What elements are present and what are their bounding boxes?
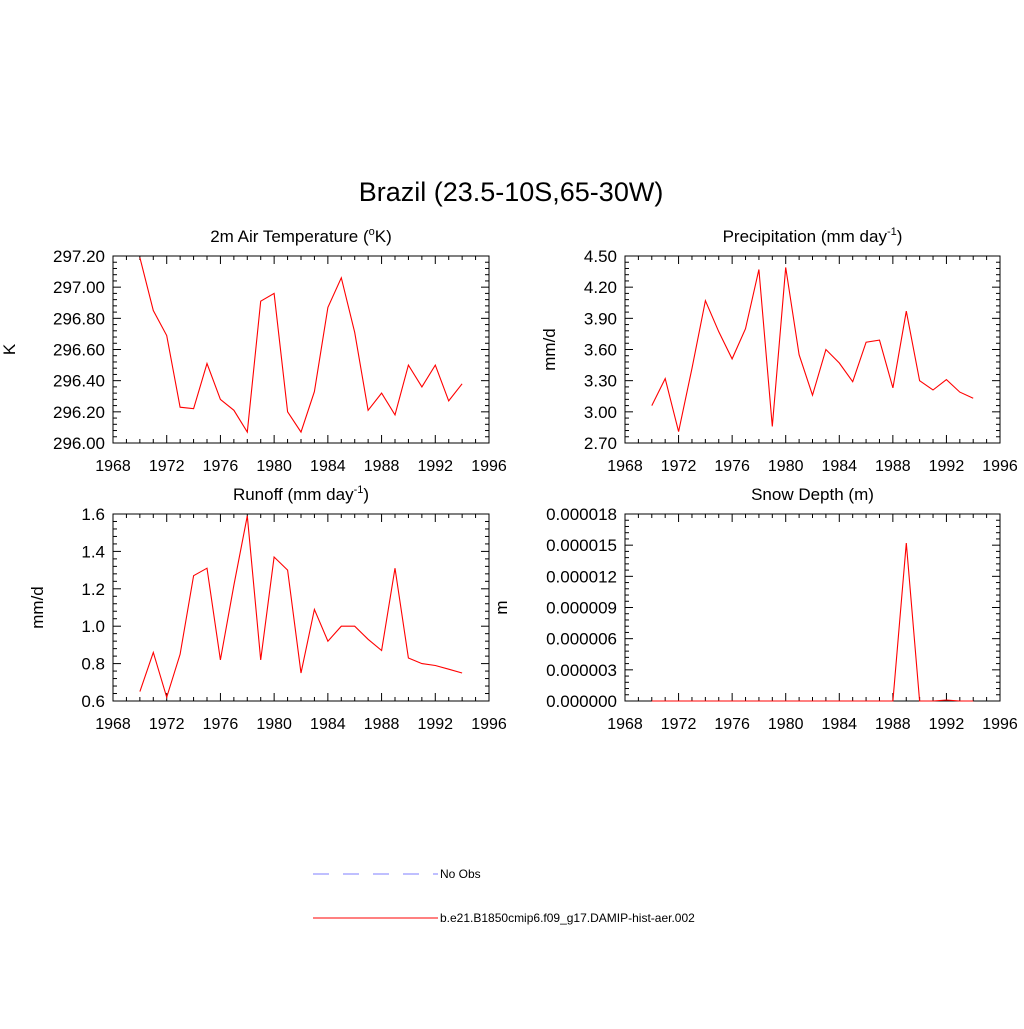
y-tick-label-4-50: 4.50 [584, 247, 617, 266]
x-tick-label-1976: 1976 [203, 458, 239, 475]
x-tick-label-1976: 1976 [714, 458, 750, 475]
y-tick-label-0-000018: 0.000018 [546, 505, 617, 524]
legend: No Obs b.e21.B1850cmip6.f09_g17.DAMIP-hi… [313, 867, 695, 925]
y-tick-label-296-20: 296.20 [53, 403, 105, 422]
y-tick-label-0-000006: 0.000006 [546, 630, 617, 649]
y-tick-label-1-2: 1.2 [81, 580, 105, 599]
x-tick-label-1984: 1984 [310, 458, 346, 475]
series-line-model [651, 267, 974, 432]
panel-4: Snow Depth (m) 1968 1972 1976 1980 1984 1988 19… [492, 485, 1018, 733]
x-tick-label-1980: 1980 [768, 716, 804, 733]
series-line-model [651, 543, 974, 702]
y-tick-label-0-000000: 0.000000 [546, 692, 617, 711]
x-tick-label-1996: 1996 [982, 716, 1018, 733]
x-tick-label-1984: 1984 [310, 716, 346, 733]
x-tick-label-1988: 1988 [364, 716, 400, 733]
x-tick-label-1984: 1984 [821, 458, 857, 475]
x-tick-label-1968: 1968 [607, 716, 643, 733]
x-tick-label-1996: 1996 [471, 716, 507, 733]
y-tick-label-296-00: 296.00 [53, 434, 105, 453]
x-tick-label-1980: 1980 [768, 458, 804, 475]
series-line-model [139, 515, 463, 700]
figure-title: Brazil (23.5-10S,65-30W) [359, 177, 664, 207]
y-tick-label-2-70: 2.70 [584, 434, 617, 453]
y-axis-label: m [492, 600, 511, 614]
series-line-model [139, 257, 463, 434]
panel-title: Precipitation (mm day-1) [723, 226, 903, 246]
x-tick-label-1968: 1968 [95, 716, 131, 733]
plot-frame [624, 513, 1001, 702]
x-tick-label-1992: 1992 [417, 458, 453, 475]
x-tick-label-1972: 1972 [149, 716, 185, 733]
x-tick-label-1972: 1972 [149, 458, 185, 475]
x-tick-label-1988: 1988 [875, 458, 911, 475]
y-tick-label-3-90: 3.90 [584, 309, 617, 328]
panel-1: 2m Air Temperature (oK) 1968 1972 1976 1980 1… [0, 226, 507, 475]
y-tick-label-0-000015: 0.000015 [546, 536, 617, 555]
x-tick-label-1992: 1992 [417, 716, 453, 733]
x-tick-label-1976: 1976 [714, 716, 750, 733]
y-tick-label-0-000003: 0.000003 [546, 661, 617, 680]
x-tick-label-1988: 1988 [875, 716, 911, 733]
x-tick-label-1976: 1976 [203, 716, 239, 733]
legend-label-model: b.e21.B1850cmip6.f09_g17.DAMIP-hist-aer.… [440, 911, 695, 925]
panel-3: Runoff (mm day-1) 1968 1972 1976 1980 1984 198… [28, 484, 507, 733]
panels: 2m Air Temperature (oK) 1968 1972 1976 1980 1… [0, 226, 1018, 733]
y-tick-label-1-6: 1.6 [81, 505, 105, 524]
y-tick-label-0-000012: 0.000012 [546, 567, 617, 586]
x-tick-label-1996: 1996 [471, 458, 507, 475]
x-tick-label-1972: 1972 [661, 458, 697, 475]
y-tick-label-296-40: 296.40 [53, 372, 105, 391]
panel-title: 2m Air Temperature (oK) [210, 226, 392, 246]
y-tick-label-1-4: 1.4 [81, 542, 105, 561]
plot-frame [624, 255, 1001, 444]
x-tick-label-1968: 1968 [607, 458, 643, 475]
y-tick-label-297-20: 297.20 [53, 247, 105, 266]
legend-label-no-obs: No Obs [440, 867, 481, 881]
y-tick-label-3-00: 3.00 [584, 403, 617, 422]
x-tick-label-1984: 1984 [821, 716, 857, 733]
y-tick-label-297-00: 297.00 [53, 278, 105, 297]
panel-title: Snow Depth (m) [751, 485, 874, 504]
x-tick-label-1972: 1972 [661, 716, 697, 733]
x-tick-label-1992: 1992 [929, 716, 965, 733]
y-tick-label-3-30: 3.30 [584, 372, 617, 391]
x-tick-label-1980: 1980 [256, 458, 292, 475]
x-tick-label-1968: 1968 [95, 458, 131, 475]
y-tick-label-296-80: 296.80 [53, 309, 105, 328]
x-tick-label-1980: 1980 [256, 716, 292, 733]
panel-title: Runoff (mm day-1) [233, 484, 369, 504]
x-tick-label-1996: 1996 [982, 458, 1018, 475]
y-tick-label-1-0: 1.0 [81, 617, 105, 636]
y-tick-label-296-60: 296.60 [53, 341, 105, 360]
y-tick-label-0-000009: 0.000009 [546, 599, 617, 618]
y-axis-label: mm/d [540, 328, 559, 371]
y-tick-label-3-60: 3.60 [584, 341, 617, 360]
y-tick-label-0-8: 0.8 [81, 655, 105, 674]
y-axis-label: K [0, 343, 19, 355]
y-tick-label-0-6: 0.6 [81, 692, 105, 711]
panel-2: Precipitation (mm day-1) 1968 1972 1976 1980… [540, 226, 1018, 475]
x-tick-label-1988: 1988 [364, 458, 400, 475]
y-axis-label: mm/d [28, 586, 47, 629]
x-tick-label-1992: 1992 [929, 458, 965, 475]
y-tick-label-4-20: 4.20 [584, 278, 617, 297]
